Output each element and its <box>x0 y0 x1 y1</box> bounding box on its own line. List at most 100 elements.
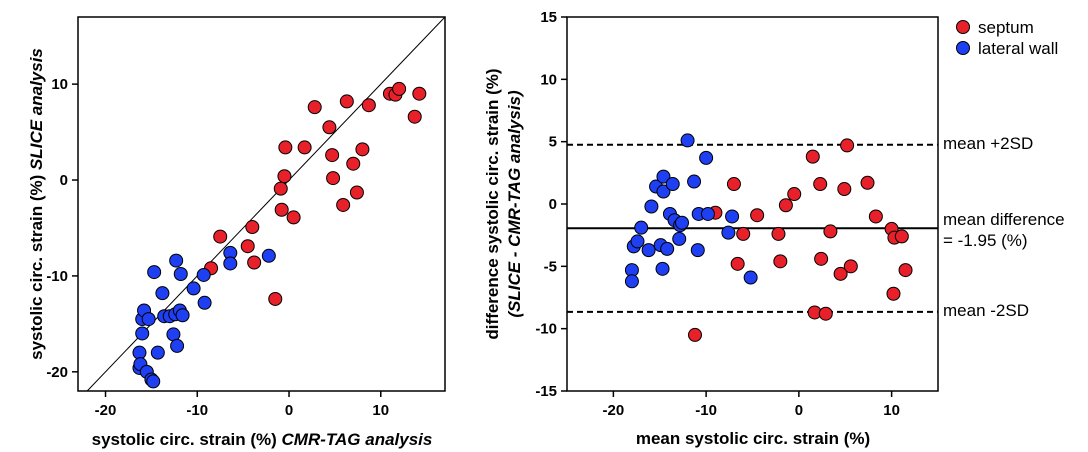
left-x-axis-label: systolic circ. strain (%) CMR-TAG analys… <box>92 430 433 449</box>
right-septum-point <box>843 259 858 274</box>
right-x-tick-label: -20 <box>603 402 625 419</box>
left-lateral-wall-point <box>147 265 162 280</box>
legend-septum-marker <box>956 20 970 34</box>
left-lateral-wall-point <box>166 327 181 342</box>
left-x-tick-label: 0 <box>285 402 293 419</box>
right-septum-point <box>840 138 855 153</box>
right-lateral-wall-point <box>680 133 695 148</box>
left-lateral-wall-point <box>169 253 184 268</box>
right-septum-point <box>833 266 848 281</box>
left-lateral-wall-point <box>150 345 165 360</box>
right-lateral-wall-point <box>721 225 736 240</box>
right-septum-point <box>868 209 883 224</box>
upper-limit-label: mean +2SD <box>943 134 1033 153</box>
mean-difference-label: mean difference <box>943 210 1065 229</box>
left-septum-point <box>326 171 341 186</box>
right-septum-point <box>773 254 788 269</box>
right-septum-point <box>886 286 901 301</box>
left-lateral-wall-point <box>173 267 188 282</box>
right-y-axis-label-line1: difference systolic circ. strain (%) <box>483 68 502 339</box>
right-septum-point <box>736 226 751 241</box>
right-lateral-wall-point <box>630 234 645 249</box>
right-septum-point <box>687 327 702 342</box>
right-y-tick-label: -15 <box>535 383 557 400</box>
right-septum-point <box>894 229 909 244</box>
right-y-tick-label: 10 <box>540 71 557 88</box>
left-septum-point <box>277 169 292 184</box>
right-lateral-wall-point <box>725 209 740 224</box>
right-septum-point <box>750 208 765 223</box>
right-x-axis-label: mean systolic circ. strain (%) <box>636 429 870 448</box>
left-lateral-wall-point <box>196 267 211 282</box>
right-lateral-wall-point <box>660 241 675 256</box>
right-lateral-wall-point <box>699 150 714 165</box>
left-septum-point <box>346 156 361 171</box>
legend-septum-label: septum <box>978 18 1034 37</box>
left-septum-point <box>245 220 260 235</box>
left-septum-point <box>273 181 288 196</box>
right-x-tick-label: -10 <box>695 402 717 419</box>
left-septum-point <box>247 255 262 270</box>
right-lateral-wall-point <box>700 206 715 221</box>
left-y-tick-label: -10 <box>46 268 68 285</box>
left-y-axis-label: systolic circ. strain (%) SLICE analysis <box>27 48 46 360</box>
right-lateral-wall-point <box>690 243 705 258</box>
right-septum-point <box>860 175 875 190</box>
right-lateral-wall-point <box>624 274 639 289</box>
legend-lateral-wall-marker <box>956 41 970 55</box>
left-y-tick-label: -20 <box>46 364 68 381</box>
right-data-points <box>624 133 913 342</box>
right-y-tick-label: -5 <box>544 258 557 275</box>
left-x-axis-label-main: systolic circ. strain (%) <box>92 430 282 449</box>
left-plot-frame <box>77 16 446 392</box>
left-septum-point <box>412 86 427 101</box>
right-x-tick-label: 0 <box>795 402 803 419</box>
right-y-axis-label-line2: (SLICE - CMR-TAG analysis) <box>505 90 524 318</box>
left-axis-ticks: -20 -10 0 10 -20 -10 0 10 <box>46 76 389 419</box>
left-lateral-wall-point <box>197 295 212 310</box>
left-x-axis-label-italic: CMR-TAG analysis <box>282 430 433 449</box>
right-septum-point <box>787 187 802 202</box>
left-x-tick-label: -10 <box>186 402 208 419</box>
right-lateral-wall-point <box>634 220 649 235</box>
left-septum-point <box>392 81 407 96</box>
left-lateral-wall-point <box>223 256 238 271</box>
left-lateral-wall-point <box>135 326 150 341</box>
left-septum-point <box>407 109 422 124</box>
left-y-axis-label-main: systolic circ. strain (%) <box>27 170 46 360</box>
reference-lines <box>567 143 938 313</box>
right-lateral-wall-point <box>665 177 680 192</box>
left-lateral-wall-point <box>170 338 185 353</box>
right-lateral-wall-point <box>687 174 702 189</box>
right-septum-point <box>837 182 852 197</box>
right-x-tick-label: 10 <box>883 402 900 419</box>
legend-lateral-wall-label: lateral wall <box>978 39 1058 58</box>
left-y-tick-label: 10 <box>51 76 68 93</box>
right-lateral-wall-point <box>743 270 758 285</box>
right-septum-point <box>814 251 829 266</box>
left-septum-point <box>339 94 354 109</box>
left-lateral-wall-point <box>132 345 147 360</box>
right-septum-point <box>823 224 838 239</box>
right-septum-point <box>898 263 913 278</box>
left-septum-point <box>322 120 337 135</box>
right-lateral-wall-point <box>644 199 659 214</box>
left-septum-point <box>278 140 293 155</box>
left-y-axis-label-italic: SLICE analysis <box>27 48 46 170</box>
mean-difference-value: = -1.95 (%) <box>943 231 1028 250</box>
right-axis-ticks: -20 -10 0 10 -15 -10 -5 0 5 10 15 <box>535 9 900 419</box>
left-lateral-wall-point <box>141 312 156 327</box>
left-septum-point <box>349 185 364 200</box>
left-chart: -20 -10 0 10 -20 -10 0 10 systolic circ. strain… <box>27 16 446 449</box>
left-septum-point <box>325 148 340 163</box>
left-septum-point <box>213 229 228 244</box>
right-y-tick-label: 15 <box>540 9 557 26</box>
left-y-tick-label: 0 <box>60 172 68 189</box>
right-y-tick-label: 5 <box>549 134 557 151</box>
left-septum-point <box>268 291 283 306</box>
left-septum-point <box>286 210 301 225</box>
left-lateral-wall-point <box>175 308 190 323</box>
right-lateral-wall-point <box>656 184 671 199</box>
right-plot-frame <box>566 16 939 392</box>
